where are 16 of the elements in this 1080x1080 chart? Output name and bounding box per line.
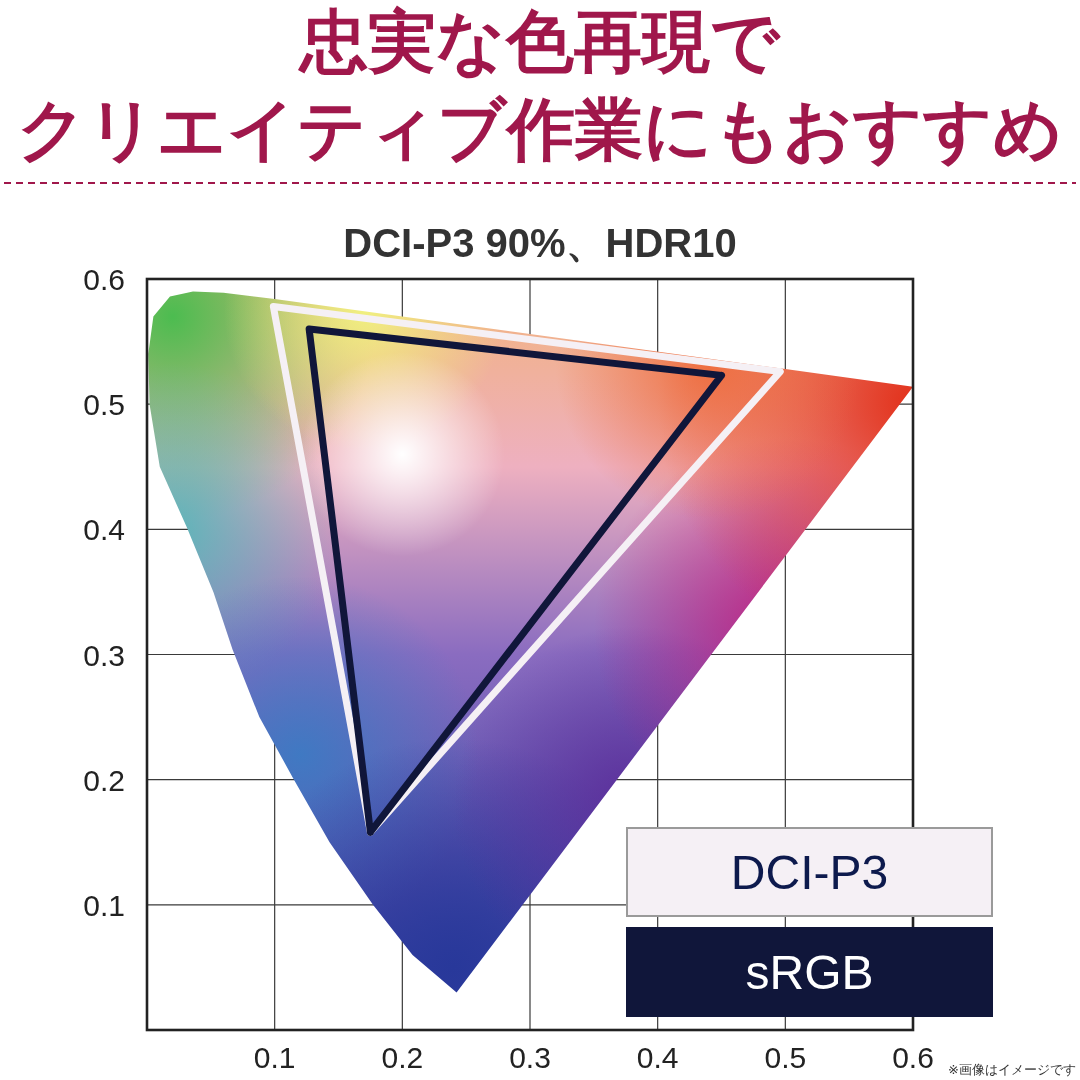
y-tick-label: 0.4 <box>83 513 125 547</box>
legend: DCI-P3 sRGB <box>626 827 993 1017</box>
x-tick-label: 0.5 <box>764 1041 807 1074</box>
y-tick-label: 0.3 <box>83 638 125 672</box>
y-tick-label: 0.5 <box>83 388 125 422</box>
x-tick-label: 0.4 <box>636 1041 679 1074</box>
text: ※画像はイメージです <box>948 1062 1076 1077</box>
x-tick-label: 0.2 <box>381 1041 424 1074</box>
title: 忠実な色再現でクリエイティブ作業にもおすすめ <box>17 3 1063 167</box>
y-tick-label: 0.6 <box>83 263 125 296</box>
x-tick-label: 0.6 <box>892 1041 934 1074</box>
chart-subtitle: DCI-P3 90%、HDR10 <box>343 221 737 265</box>
x-tick-label: 0.1 <box>253 1041 296 1074</box>
y-tick-label: 0.1 <box>83 888 125 922</box>
y-tick-label: 0.2 <box>83 763 125 797</box>
x-tick-label: 0.3 <box>509 1041 551 1074</box>
